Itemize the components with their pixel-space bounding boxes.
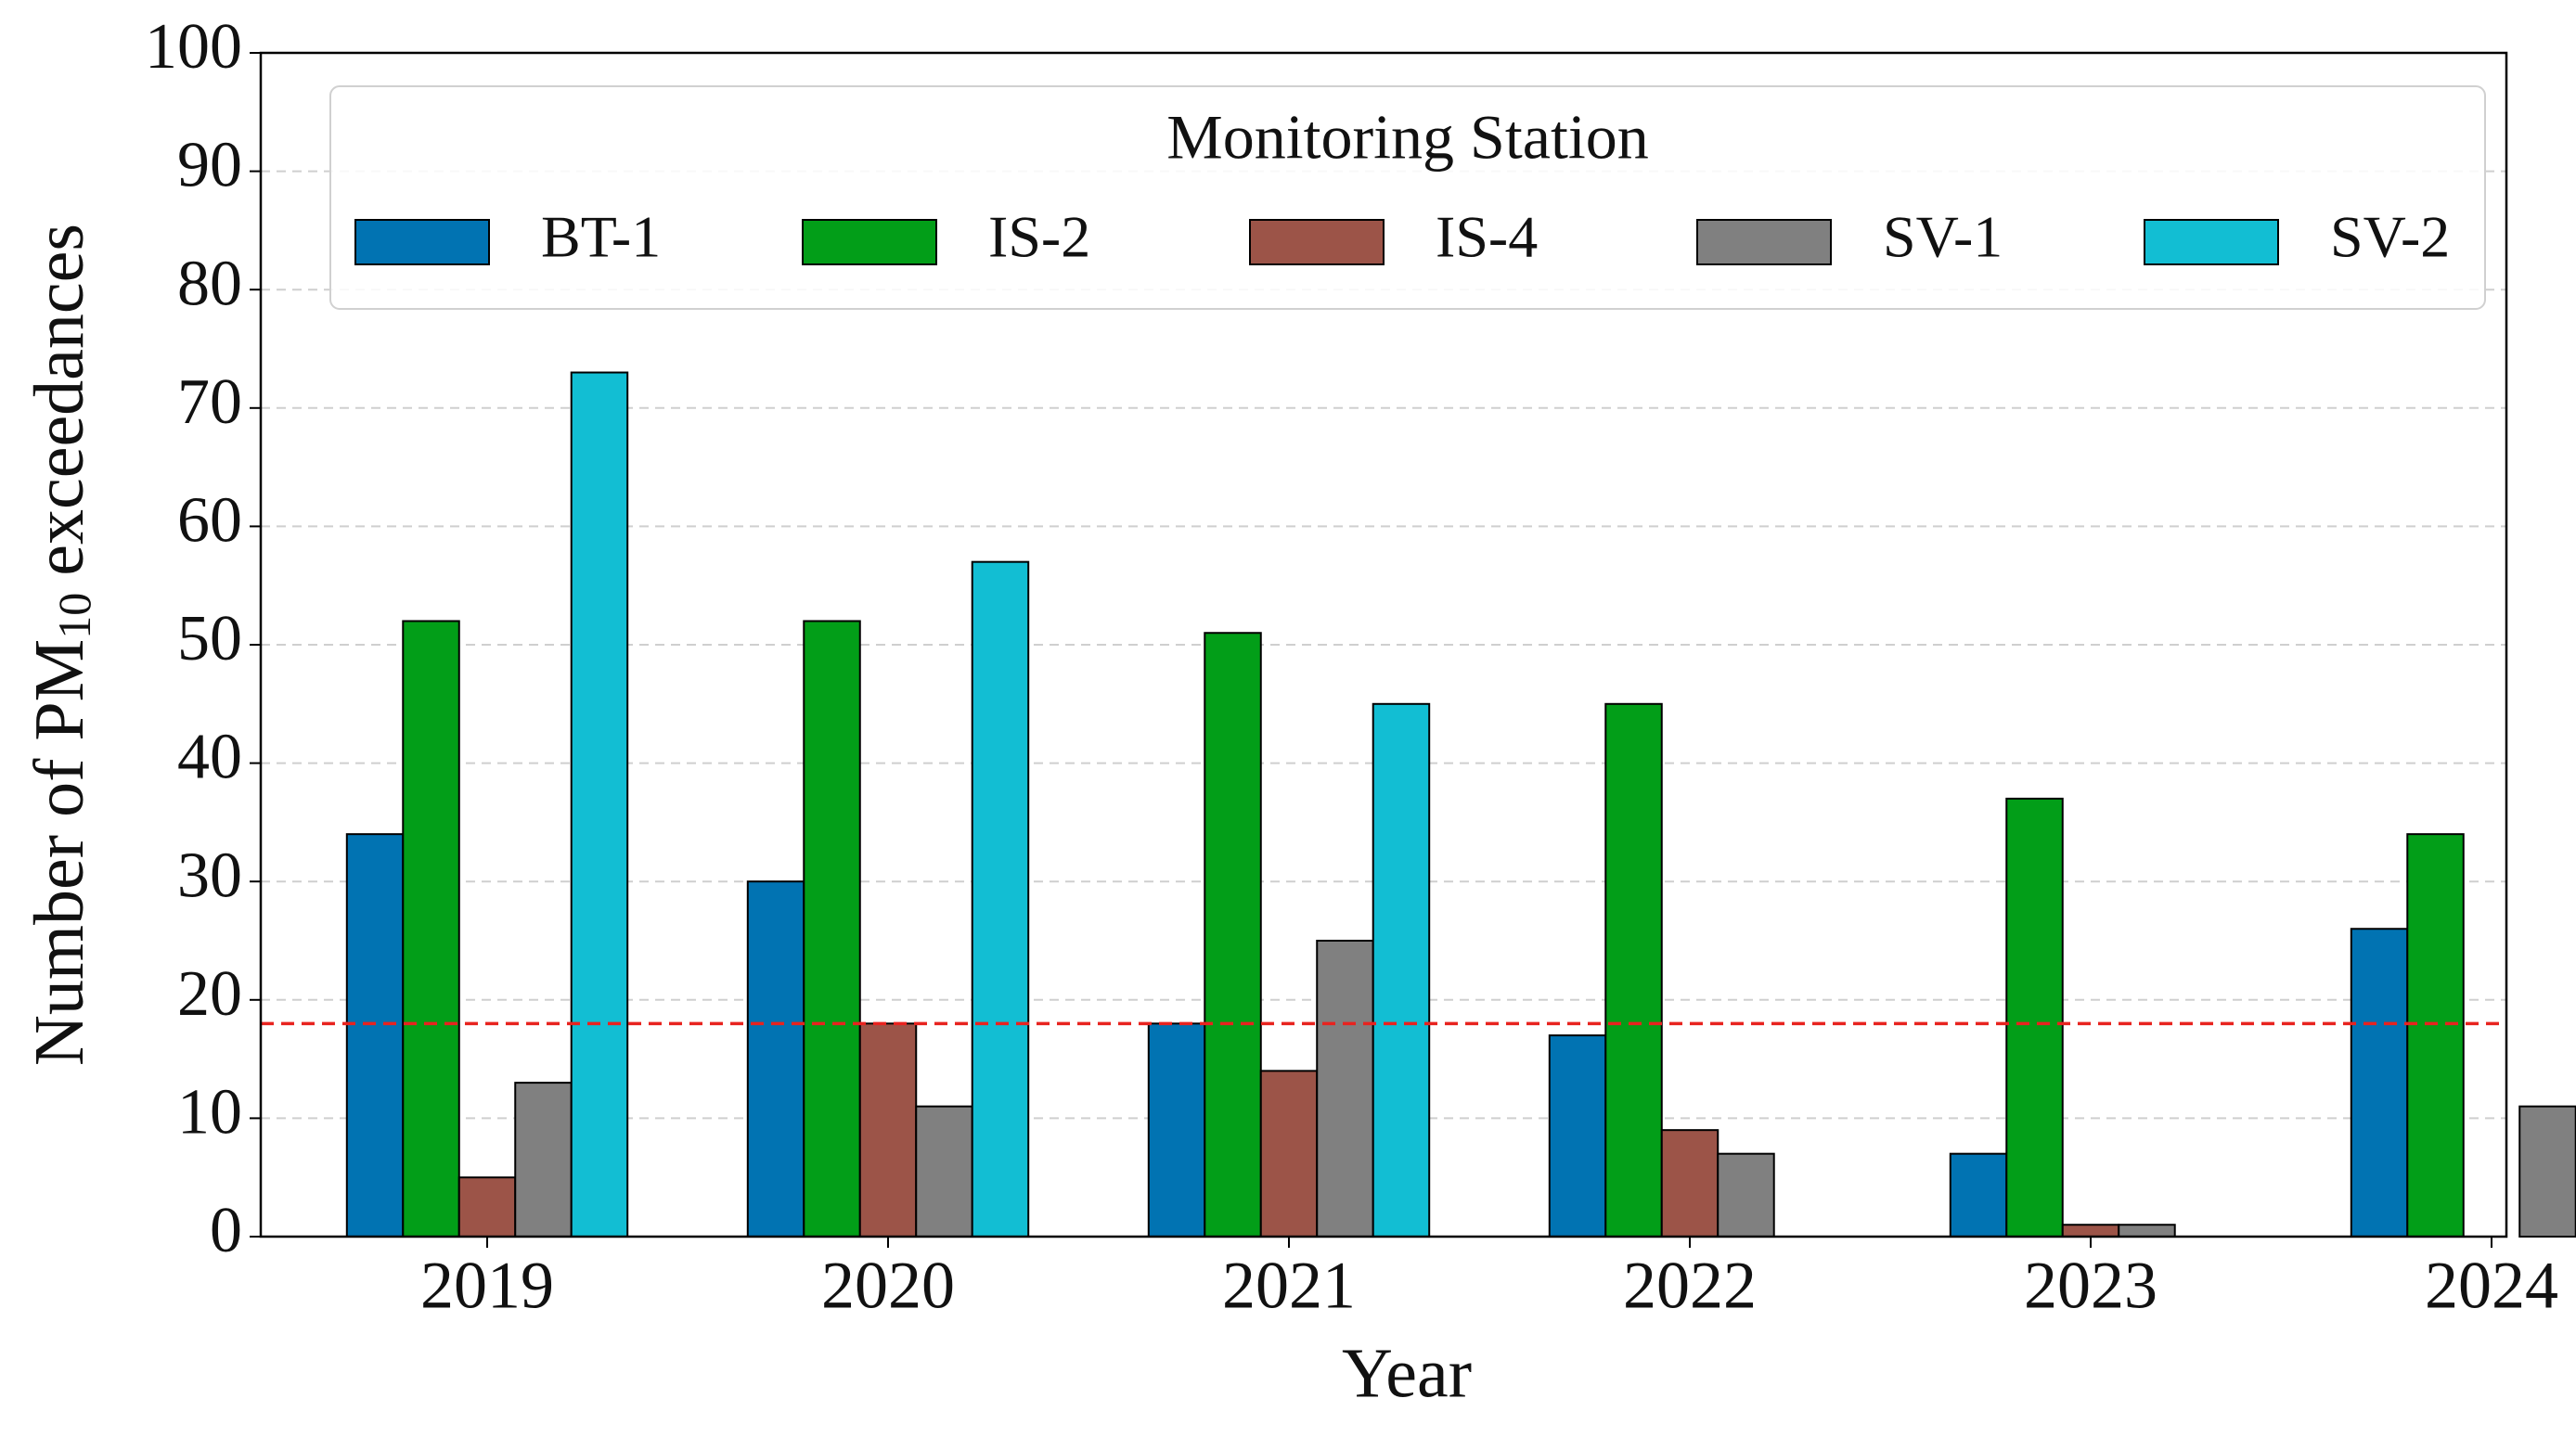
bar — [2118, 1224, 2176, 1238]
x-axis-label: Year — [1342, 1334, 1472, 1412]
y-tick-label: 0 — [210, 1195, 242, 1266]
legend-label: BT-1 — [541, 204, 661, 270]
x-tick-label: 2022 — [1623, 1249, 1757, 1323]
x-tick-label: 2024 — [2425, 1249, 2558, 1323]
bar — [971, 560, 1030, 1238]
bar — [1660, 1129, 1719, 1238]
legend-label: SV-1 — [1883, 204, 2003, 270]
y-axis-label-part: exceedances — [20, 224, 98, 576]
bar — [803, 620, 861, 1238]
x-tick-label: 2020 — [821, 1249, 955, 1323]
legend: Monitoring Station BT-1 IS-2 IS-4 SV-1 SV-2 — [329, 85, 2486, 310]
bar — [2406, 833, 2465, 1238]
bar — [1372, 702, 1431, 1238]
plot-frame — [259, 51, 2508, 1238]
bar — [1204, 632, 1262, 1238]
y-tick-label: 80 — [177, 248, 242, 319]
bar — [858, 1022, 918, 1238]
bar — [1604, 702, 1663, 1238]
bar — [1316, 940, 1374, 1238]
legend-swatch — [1696, 219, 1832, 265]
bar — [2518, 1105, 2576, 1238]
bar — [2061, 1224, 2120, 1238]
bar — [1949, 1152, 2008, 1238]
bar — [1548, 1034, 1607, 1238]
legend-swatch — [1249, 219, 1385, 265]
bar — [2005, 797, 2064, 1238]
bar — [915, 1105, 973, 1238]
legend-swatch — [2144, 219, 2279, 265]
y-tick-label: 10 — [177, 1076, 242, 1148]
y-tick-label: 50 — [177, 603, 242, 674]
legend-swatch — [354, 219, 490, 265]
x-tick-label: 2023 — [2024, 1249, 2157, 1323]
bar — [1259, 1070, 1319, 1238]
y-axis-label: Number of PM10 exceedances — [20, 224, 100, 1066]
y-tick-label: 70 — [177, 366, 242, 438]
y-tick-label: 90 — [177, 130, 242, 201]
y-tick-label: 20 — [177, 958, 242, 1030]
bar — [1717, 1152, 1775, 1238]
y-axis-label-part: Number of PM — [20, 639, 98, 1066]
bar — [570, 371, 629, 1238]
bar — [402, 620, 460, 1238]
y-tick-label: 100 — [145, 11, 242, 83]
x-tick-label: 2019 — [420, 1249, 554, 1323]
legend-label: IS-4 — [1436, 204, 1538, 270]
bar — [345, 833, 405, 1238]
bar — [2350, 928, 2409, 1238]
y-tick-label: 30 — [177, 840, 242, 911]
bar — [746, 880, 805, 1238]
bar — [457, 1176, 517, 1238]
y-axis-label-subscript: 10 — [48, 593, 100, 639]
legend-label: SV-2 — [2330, 204, 2450, 270]
bar — [1147, 1022, 1206, 1238]
legend-label: IS-2 — [988, 204, 1090, 270]
y-tick-label: 40 — [177, 722, 242, 793]
bar — [514, 1082, 573, 1238]
legend-swatch — [802, 219, 937, 265]
y-tick-label: 60 — [177, 484, 242, 556]
x-tick-label: 2021 — [1222, 1249, 1356, 1323]
legend-title: Monitoring Station — [1166, 102, 1648, 173]
